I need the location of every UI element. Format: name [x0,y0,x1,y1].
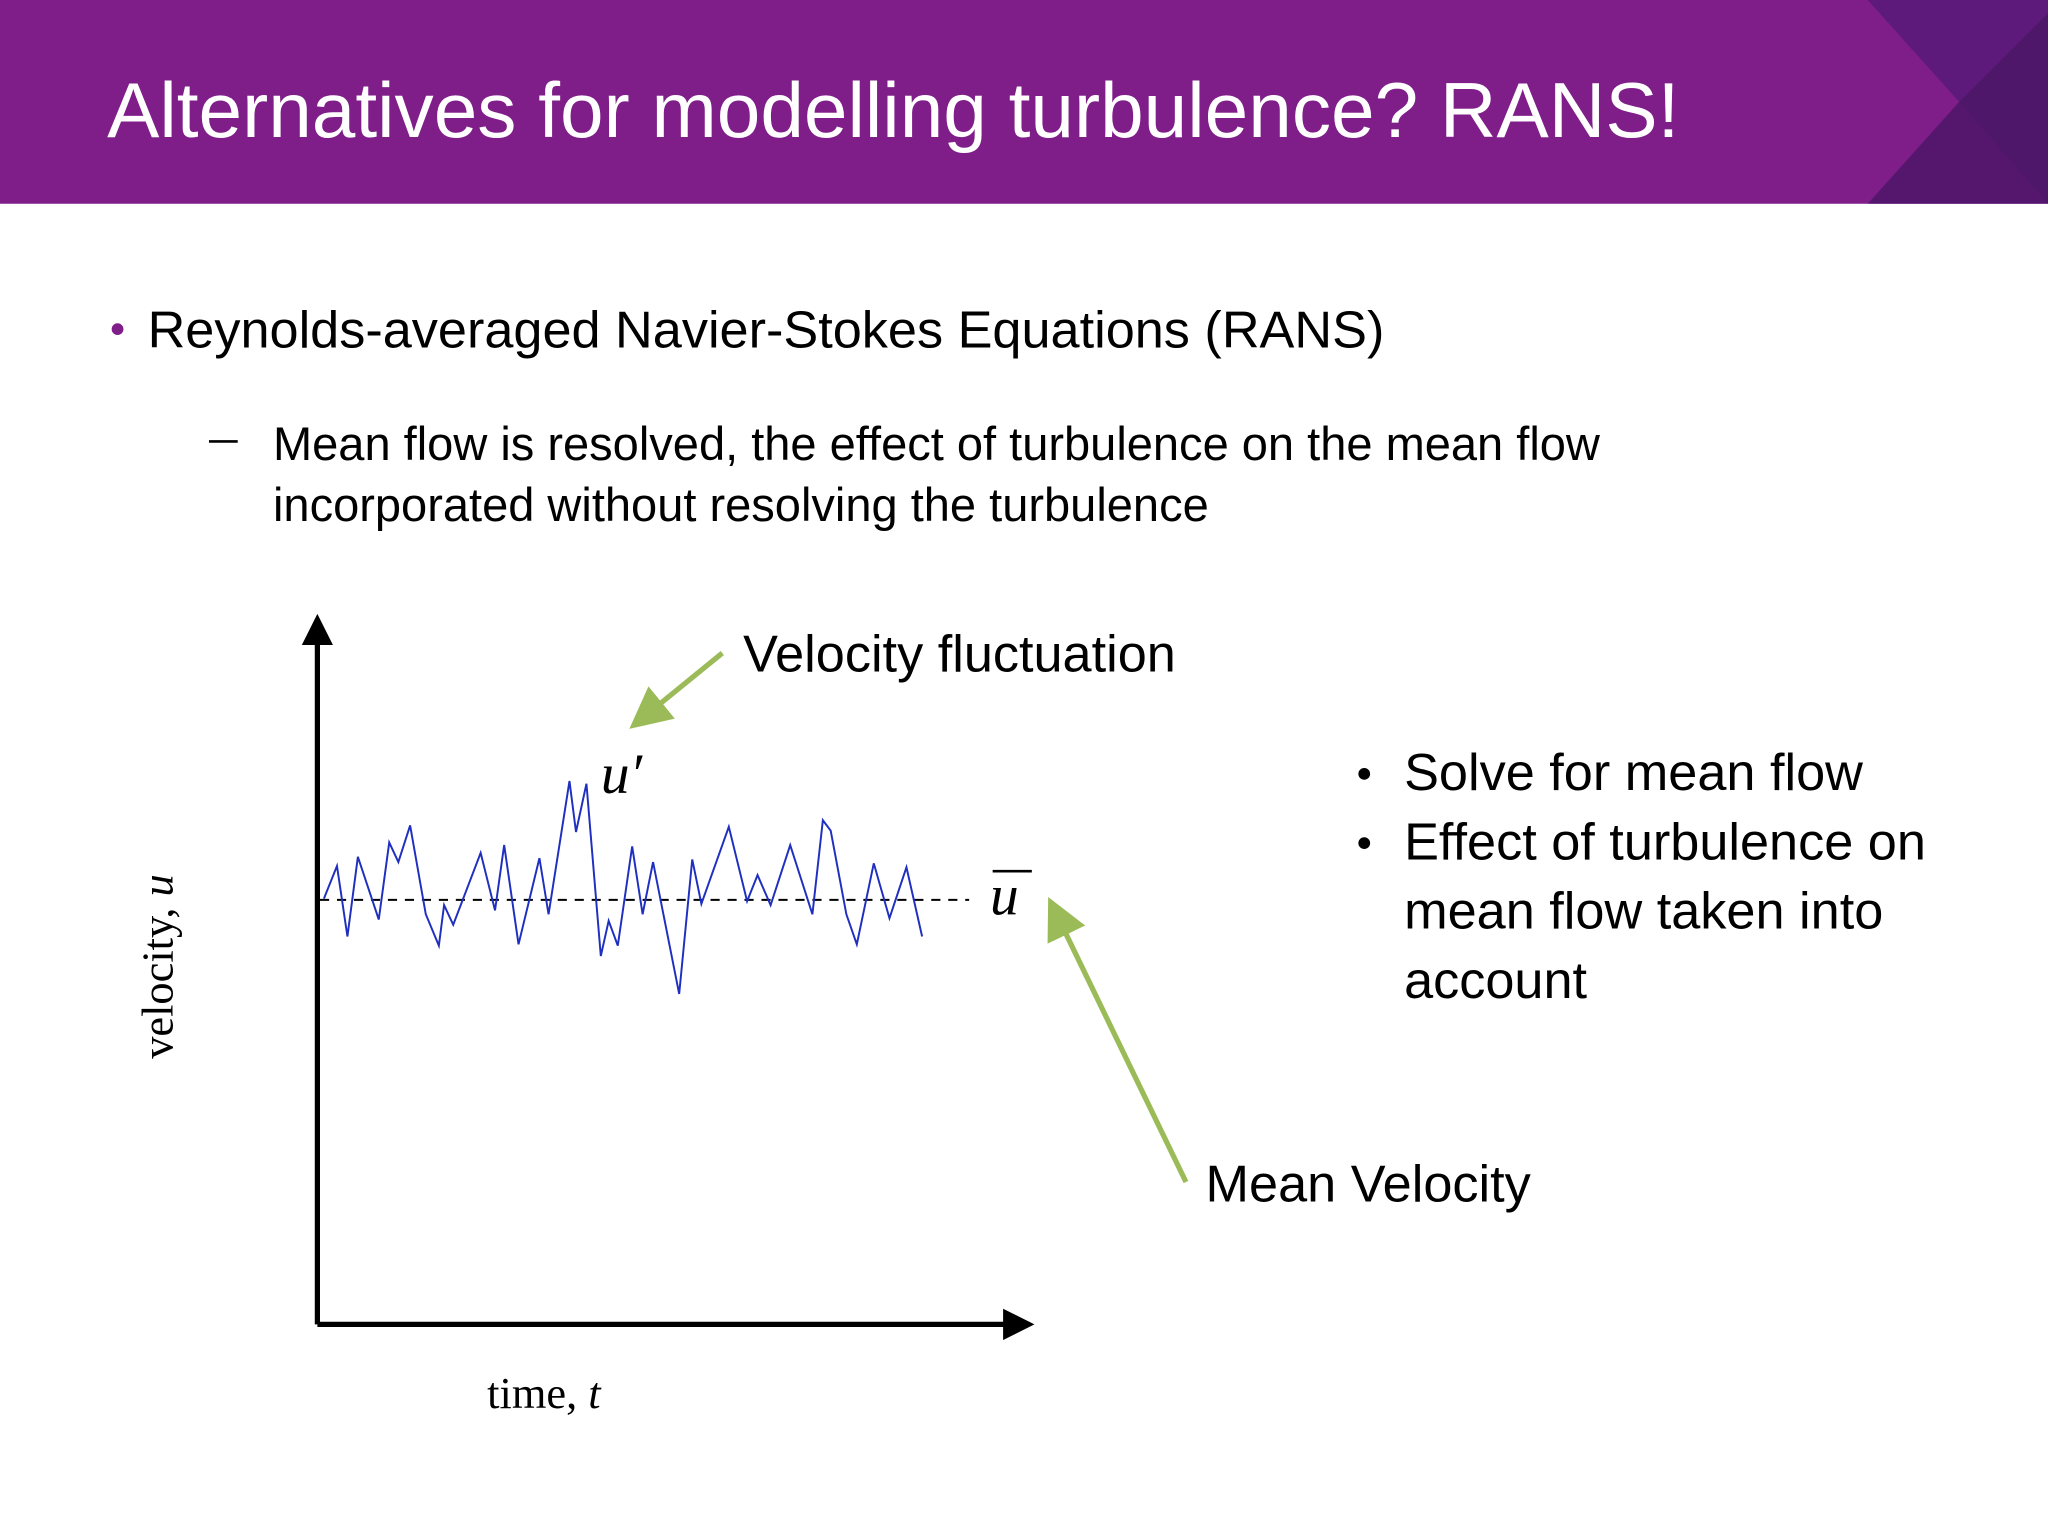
y-axis-label-text: velocity, [132,908,182,1059]
bullet-text: Reynolds-averaged Navier-Stokes Equation… [148,301,1385,359]
side-bullet-text: Effect of turbulence on mean flow taken … [1404,813,1926,1010]
corner-decoration [1867,13,2048,204]
velocity-signal [323,780,924,995]
x-axis-label: time, t [487,1368,602,1418]
sub-bullet-text: Mean flow is resolved, the effect of tur… [272,416,1600,532]
side-bullet: Effect of turbulence on mean flow taken … [1351,808,2004,1016]
x-axis-label-var: t [588,1368,602,1418]
mean-arrow [1047,897,1189,1184]
bullet-dot [111,323,124,336]
fluctuation-symbol: u′ [601,743,644,806]
header-bar [0,0,2048,204]
mean-symbol: u [990,864,1019,927]
y-axis-label-var: u [132,874,182,896]
x-axis-label-text: time, [487,1368,577,1418]
mean-label: Mean Velocity [1206,1156,1532,1214]
side-bullet-text: Solve for mean flow [1404,744,1863,802]
side-bullets: Solve for mean flow Effect of turbulence… [1351,739,2004,1016]
side-bullet: Solve for mean flow [1351,739,2004,808]
y-axis-label: velocity, u [132,874,182,1059]
fluctuation-label: Velocity fluctuation [743,625,1176,683]
corner-decoration [1867,0,2048,204]
slide-title: Alternatives for modelling turbulence? R… [107,66,1679,154]
fluctuation-arrow [629,651,724,729]
bullet-dot [1351,808,1405,1016]
bullet-dot [1351,739,1405,808]
